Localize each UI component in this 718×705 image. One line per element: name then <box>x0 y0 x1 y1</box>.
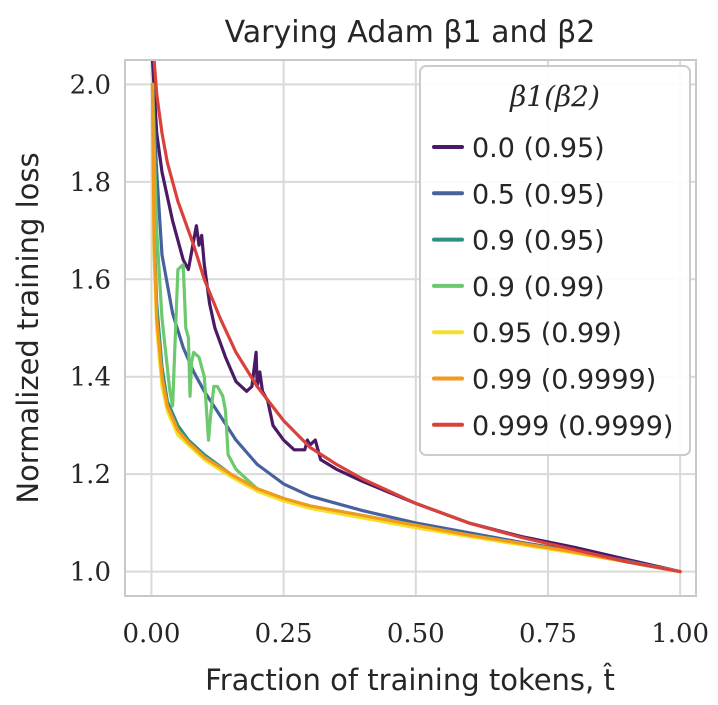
y-tick-label: 1.8 <box>70 168 111 198</box>
x-tick-label: 0.00 <box>122 619 180 649</box>
chart-title: Varying Adam β1 and β2 <box>225 15 596 50</box>
tick-labels: 0.00 0.25 0.50 0.75 1.00 1.0 1.2 1.4 1.6 1.8 2.0 <box>70 70 709 649</box>
series-line-6 <box>150 82 682 574</box>
y-tick-label: 2.0 <box>70 70 111 100</box>
legend-label: 0.99 (0.9999) <box>472 365 656 396</box>
y-tick-label: 1.0 <box>70 558 111 588</box>
y-tick-label: 1.4 <box>70 363 111 393</box>
y-tick-label: 1.6 <box>70 265 111 295</box>
x-tick-label: 0.25 <box>255 619 313 649</box>
legend-label: 0.0 (0.95) <box>472 133 605 164</box>
series-line-1 <box>150 60 682 574</box>
legend-title: β1(β2) <box>509 80 600 113</box>
legend-label: 0.9 (0.99) <box>472 272 605 303</box>
legend-label: 0.5 (0.95) <box>472 179 605 210</box>
y-axis-label: Normalized training loss <box>11 152 45 503</box>
x-tick-label: 0.50 <box>387 619 445 649</box>
x-tick-label: 1.00 <box>651 619 709 649</box>
legend-label: 0.95 (0.99) <box>472 318 622 349</box>
x-tick-label: 0.75 <box>519 619 577 649</box>
legend-label: 0.9 (0.95) <box>472 226 605 257</box>
legend-label: 0.999 (0.9999) <box>472 411 673 442</box>
series-line-7 <box>152 60 682 574</box>
y-tick-label: 1.2 <box>70 460 111 490</box>
x-axis-label: Fraction of training tokens, t̂ <box>205 663 615 697</box>
legend-items: 0.0 (0.95) 0.5 (0.95) 0.9 (0.95) 0.9 (0.99)… <box>432 133 673 442</box>
plot-frame <box>124 59 697 597</box>
legend-box <box>419 65 691 456</box>
legend: β1(β2) 0.0 (0.95) 0.5 (0.95) 0.9 (0.95) 0.9… <box>419 65 691 456</box>
series-lines <box>150 60 682 574</box>
